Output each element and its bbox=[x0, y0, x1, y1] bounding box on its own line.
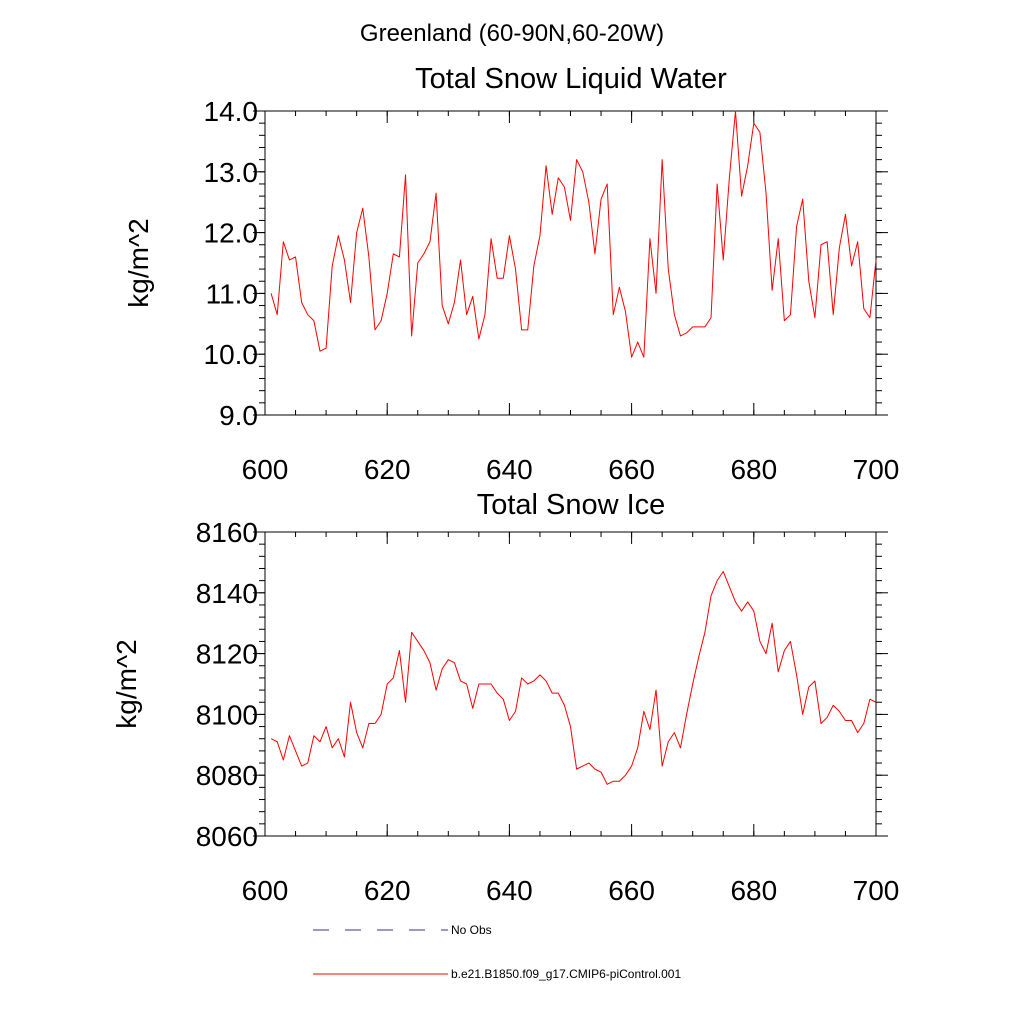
series-line bbox=[270, 571, 877, 785]
axes: 600 620 640 660 680 700 9.0 10.0 11.0 12.0 13.0 14.… bbox=[204, 96, 900, 485]
y-tick-label: 8160 bbox=[196, 517, 258, 548]
y-tick-label: 8080 bbox=[196, 760, 258, 791]
x-tick-label: 640 bbox=[486, 454, 533, 485]
axes: 600 620 640 660 680 700 8060 8080 8100 8120 8140 81… bbox=[196, 517, 900, 906]
y-tick-label: 11.0 bbox=[206, 278, 258, 309]
x-tick-label: 600 bbox=[242, 454, 289, 485]
x-tick-label: 640 bbox=[486, 875, 533, 906]
y-tick-label: 12.0 bbox=[204, 218, 259, 249]
legend-label-model: b.e21.B1850.f09_g17.CMIP6-piControl.001 bbox=[451, 967, 681, 981]
panel-snow-ice: Total Snow Ice kg/m^2 600 620 640 660 680 700… bbox=[111, 489, 899, 906]
x-tick-label: 620 bbox=[364, 454, 411, 485]
series-layer bbox=[270, 110, 877, 358]
y-tick-label: 8060 bbox=[196, 821, 258, 852]
y-tick-label: 14.0 bbox=[204, 96, 259, 127]
y-tick-label: 13.0 bbox=[204, 157, 259, 188]
panel-snow-liquid-water: Total Snow Liquid Water kg/m^2 600 620 640… bbox=[123, 63, 899, 485]
panel-title: Total Snow Ice bbox=[477, 489, 666, 521]
y-axis-label: kg/m^2 bbox=[111, 639, 142, 728]
x-tick-label: 660 bbox=[608, 875, 655, 906]
x-tick-label: 680 bbox=[730, 875, 777, 906]
y-tick-label: 10.0 bbox=[204, 339, 259, 370]
legend-label-no-obs: No Obs bbox=[451, 923, 492, 937]
x-tick-label: 700 bbox=[853, 875, 900, 906]
series-line bbox=[270, 110, 877, 358]
legend: No Obs b.e21.B1850.f09_g17.CMIP6-piContr… bbox=[313, 923, 681, 981]
y-axis-label: kg/m^2 bbox=[123, 218, 154, 307]
y-tick-label: 8140 bbox=[196, 578, 258, 609]
panel-title: Total Snow Liquid Water bbox=[415, 63, 727, 95]
y-tick-label: 8120 bbox=[196, 639, 258, 670]
x-tick-label: 700 bbox=[853, 454, 900, 485]
x-tick-label: 660 bbox=[608, 454, 655, 485]
plot-frame bbox=[264, 531, 877, 837]
series-layer bbox=[270, 571, 877, 785]
x-tick-label: 600 bbox=[242, 875, 289, 906]
y-tick-label: 9.0 bbox=[219, 400, 258, 431]
x-tick-label: 620 bbox=[364, 875, 411, 906]
figure-title: Greenland (60-90N,60-20W) bbox=[360, 20, 664, 47]
y-tick-label: 8100 bbox=[196, 699, 258, 730]
x-tick-label: 680 bbox=[730, 454, 777, 485]
plot-frame bbox=[264, 110, 877, 416]
